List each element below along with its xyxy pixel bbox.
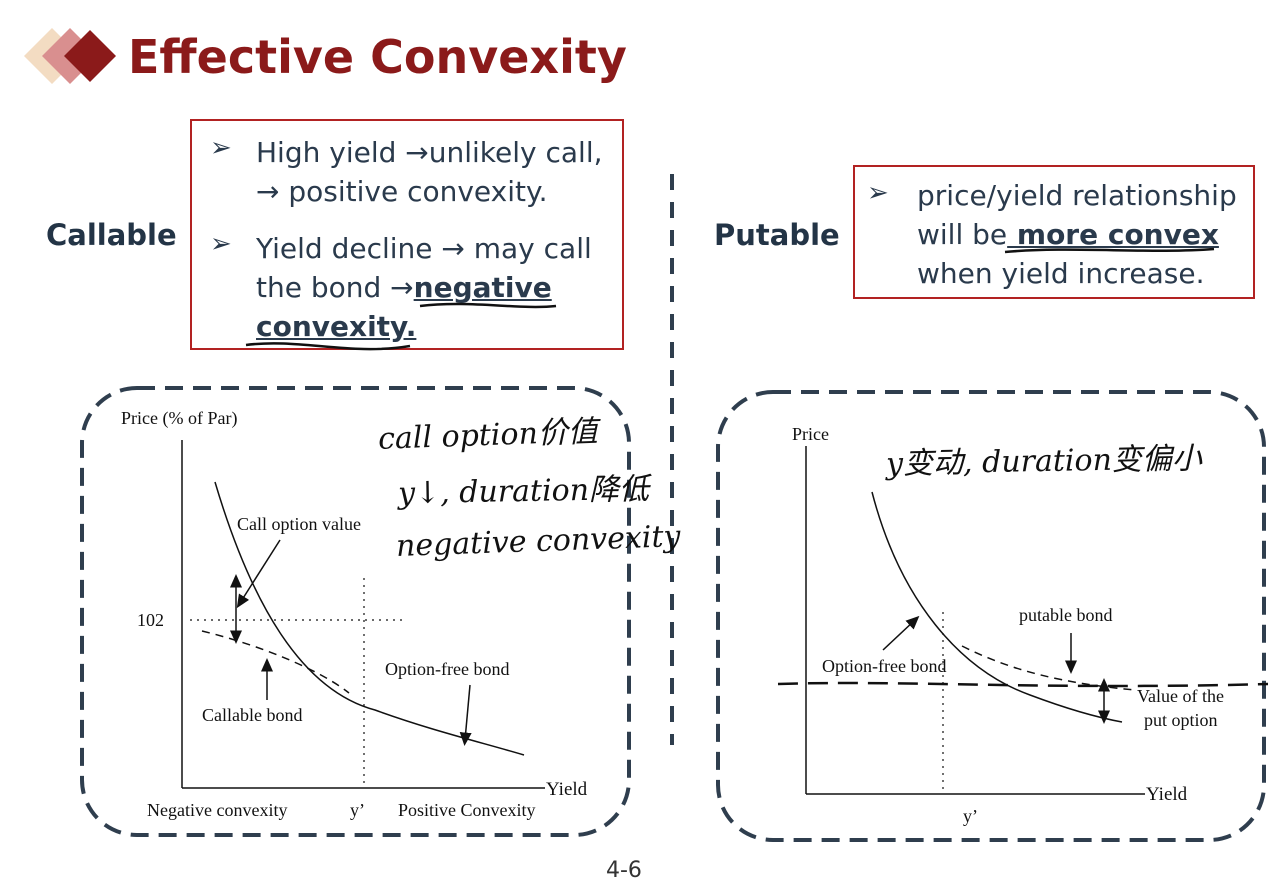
putable-bond-curve bbox=[961, 645, 1136, 691]
handwritten-underline bbox=[245, 342, 411, 351]
page-title: Effective Convexity bbox=[128, 30, 627, 84]
putable-x-axis-label: Yield bbox=[1146, 784, 1188, 805]
label-value-of-the-put-1: Value of the bbox=[1137, 686, 1224, 706]
putable-chart-frame bbox=[716, 390, 1266, 842]
putable-label-y-prime: y’ bbox=[963, 806, 978, 826]
putable-bullet: price/yield relationship will be more co… bbox=[917, 176, 1253, 293]
putable-y-axis-label: Price bbox=[792, 424, 829, 444]
putable-label: Putable bbox=[714, 218, 840, 252]
page-number: 4-6 bbox=[606, 858, 642, 883]
handwritten-note-line-1: call option价值 bbox=[377, 414, 599, 457]
callable-x-axis-label: Yield bbox=[546, 779, 588, 800]
callable-bullet-1: High yield →unlikely call, → positive co… bbox=[256, 136, 603, 208]
putable-bullet-post: when yield increase. bbox=[917, 257, 1205, 290]
call-option-pointer-arrow bbox=[236, 539, 281, 609]
label-putable-bond: putable bond bbox=[1019, 605, 1113, 625]
bullet-arrow-icon: ➢ bbox=[210, 229, 232, 259]
handwritten-underline bbox=[419, 302, 557, 309]
callable-bullet-box: ➢ High yield →unlikely call, → positive … bbox=[190, 119, 624, 350]
callable-bullet-2-text: Yield decline → may call the bond → bbox=[256, 232, 592, 304]
callable-bullet-2: Yield decline → may call the bond →negat… bbox=[256, 229, 616, 346]
option-free-pointer-arrow bbox=[459, 684, 472, 746]
label-negative-convexity: Negative convexity bbox=[147, 800, 288, 820]
callable-bond-curve bbox=[201, 630, 350, 694]
handwritten-underline bbox=[1004, 247, 1215, 254]
putable-bullet-box: ➢ price/yield relationship will be more … bbox=[853, 165, 1255, 299]
putable-bullet-pre: price/yield relationship will be bbox=[917, 179, 1237, 251]
handwritten-dashed-line bbox=[777, 681, 1269, 688]
label-positive-convexity: Positive Convexity bbox=[398, 800, 536, 820]
putable-option-free-curve bbox=[871, 491, 1123, 723]
callable-option-free-curve bbox=[214, 481, 525, 756]
putable-bullet-emphasis: more convex bbox=[1007, 218, 1219, 251]
label-putable-option-free-bond: Option-free bond bbox=[822, 656, 947, 676]
label-value-of-the-put-2: put option bbox=[1144, 710, 1218, 730]
tick-label-102: 102 bbox=[137, 610, 164, 630]
handwritten-note-line-2: y↓, duration降低 bbox=[397, 471, 650, 512]
callable-y-axis-label: Price (% of Par) bbox=[121, 408, 238, 428]
bullet-arrow-icon: ➢ bbox=[210, 133, 232, 163]
label-call-option-value: Call option value bbox=[237, 514, 361, 534]
bullet-arrow-icon: ➢ bbox=[867, 178, 889, 208]
callable-label: Callable bbox=[46, 218, 177, 252]
title-diamond-logo bbox=[24, 28, 116, 84]
callable-chart-frame bbox=[80, 386, 631, 837]
label-option-free-bond: Option-free bond bbox=[385, 659, 510, 679]
putable-option-free-pointer-arrow bbox=[882, 615, 920, 651]
label-callable-bond: Callable bond bbox=[202, 705, 303, 725]
handwritten-note-putable: y变动, duration变偏小 bbox=[885, 441, 1203, 482]
callable-bullet-2-emphasis: negative convexity. bbox=[256, 271, 552, 343]
label-y-prime: y’ bbox=[350, 800, 365, 820]
